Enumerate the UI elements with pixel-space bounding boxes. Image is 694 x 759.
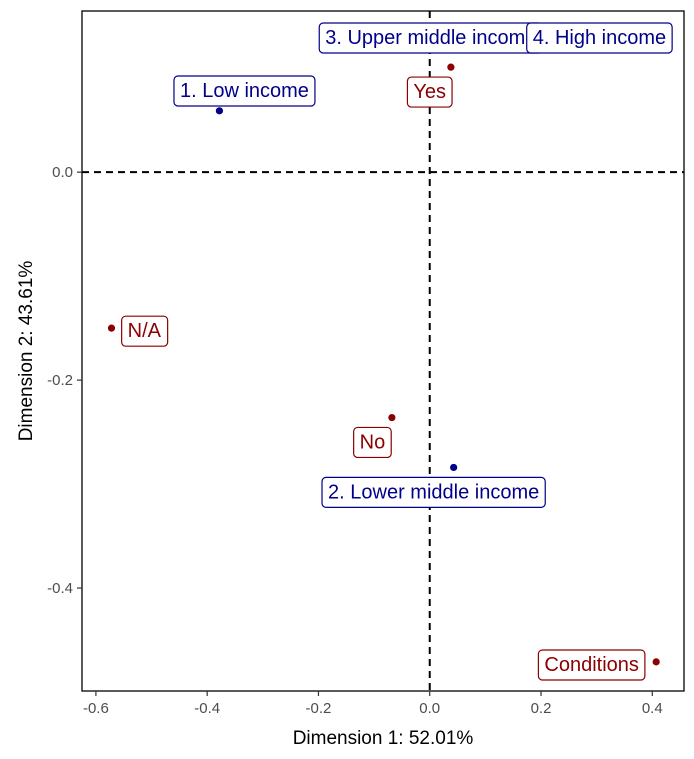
data-point — [107, 324, 116, 332]
data-point — [652, 658, 660, 666]
y-tick-label: 0.0 — [52, 164, 73, 181]
point-label: 4. High income — [526, 22, 673, 54]
data-point — [447, 63, 455, 71]
point-label: 2. Lower middle income — [321, 476, 546, 508]
x-tick-label: -0.2 — [306, 700, 332, 717]
x-tick-label: -0.4 — [194, 700, 220, 717]
y-axis: -0.4 -0.2 0.0 — [47, 164, 82, 597]
point-label-box — [406, 76, 453, 108]
point-label-text: Conditions — [544, 654, 639, 676]
x-axis: -0.6 -0.4 -0.2 0.0 0.2 0.4 — [83, 691, 663, 717]
point-label: N/A — [121, 315, 169, 347]
point-labels: 1. Low income 2. Lower middle income 3. Up… — [121, 22, 673, 681]
reference-lines — [82, 11, 684, 691]
point-label-box — [173, 75, 316, 107]
point-label-text: 3. Upper middle income — [325, 27, 536, 49]
point-label-text: 4. High income — [533, 27, 666, 49]
plot-panel-border — [81, 10, 685, 692]
point-label: Yes — [406, 76, 453, 108]
y-tick-label: -0.2 — [47, 372, 73, 389]
point-label-text: N/A — [128, 320, 162, 342]
point-label-text: Yes — [413, 81, 446, 103]
point-label-text: 1. Low income — [180, 80, 309, 102]
x-tick-label: -0.6 — [83, 700, 109, 717]
point-label-box — [526, 22, 673, 54]
point-label-box — [353, 426, 392, 459]
y-axis-title: Dimension 2: 43.61% — [16, 261, 37, 442]
point-label-box — [121, 315, 169, 347]
x-axis-title: Dimension 1: 52.01% — [293, 728, 474, 749]
point-label-box — [321, 476, 546, 508]
point-label-box — [537, 649, 646, 681]
x-tick-label: 0.2 — [531, 700, 552, 717]
y-tick-label: -0.4 — [47, 580, 73, 597]
point-label: 1. Low income — [173, 75, 316, 107]
data-point — [450, 463, 458, 472]
point-label: 3. Upper middle income — [318, 22, 544, 54]
data-point — [215, 107, 224, 115]
data-point — [388, 413, 396, 422]
x-tick-label: 0.0 — [419, 700, 440, 717]
x-tick-label: 0.4 — [642, 700, 663, 717]
point-label-text: No — [360, 431, 386, 453]
point-label-text: 2. Lower middle income — [328, 481, 539, 503]
point-label: Conditions — [537, 649, 646, 681]
point-label: No — [353, 426, 392, 459]
